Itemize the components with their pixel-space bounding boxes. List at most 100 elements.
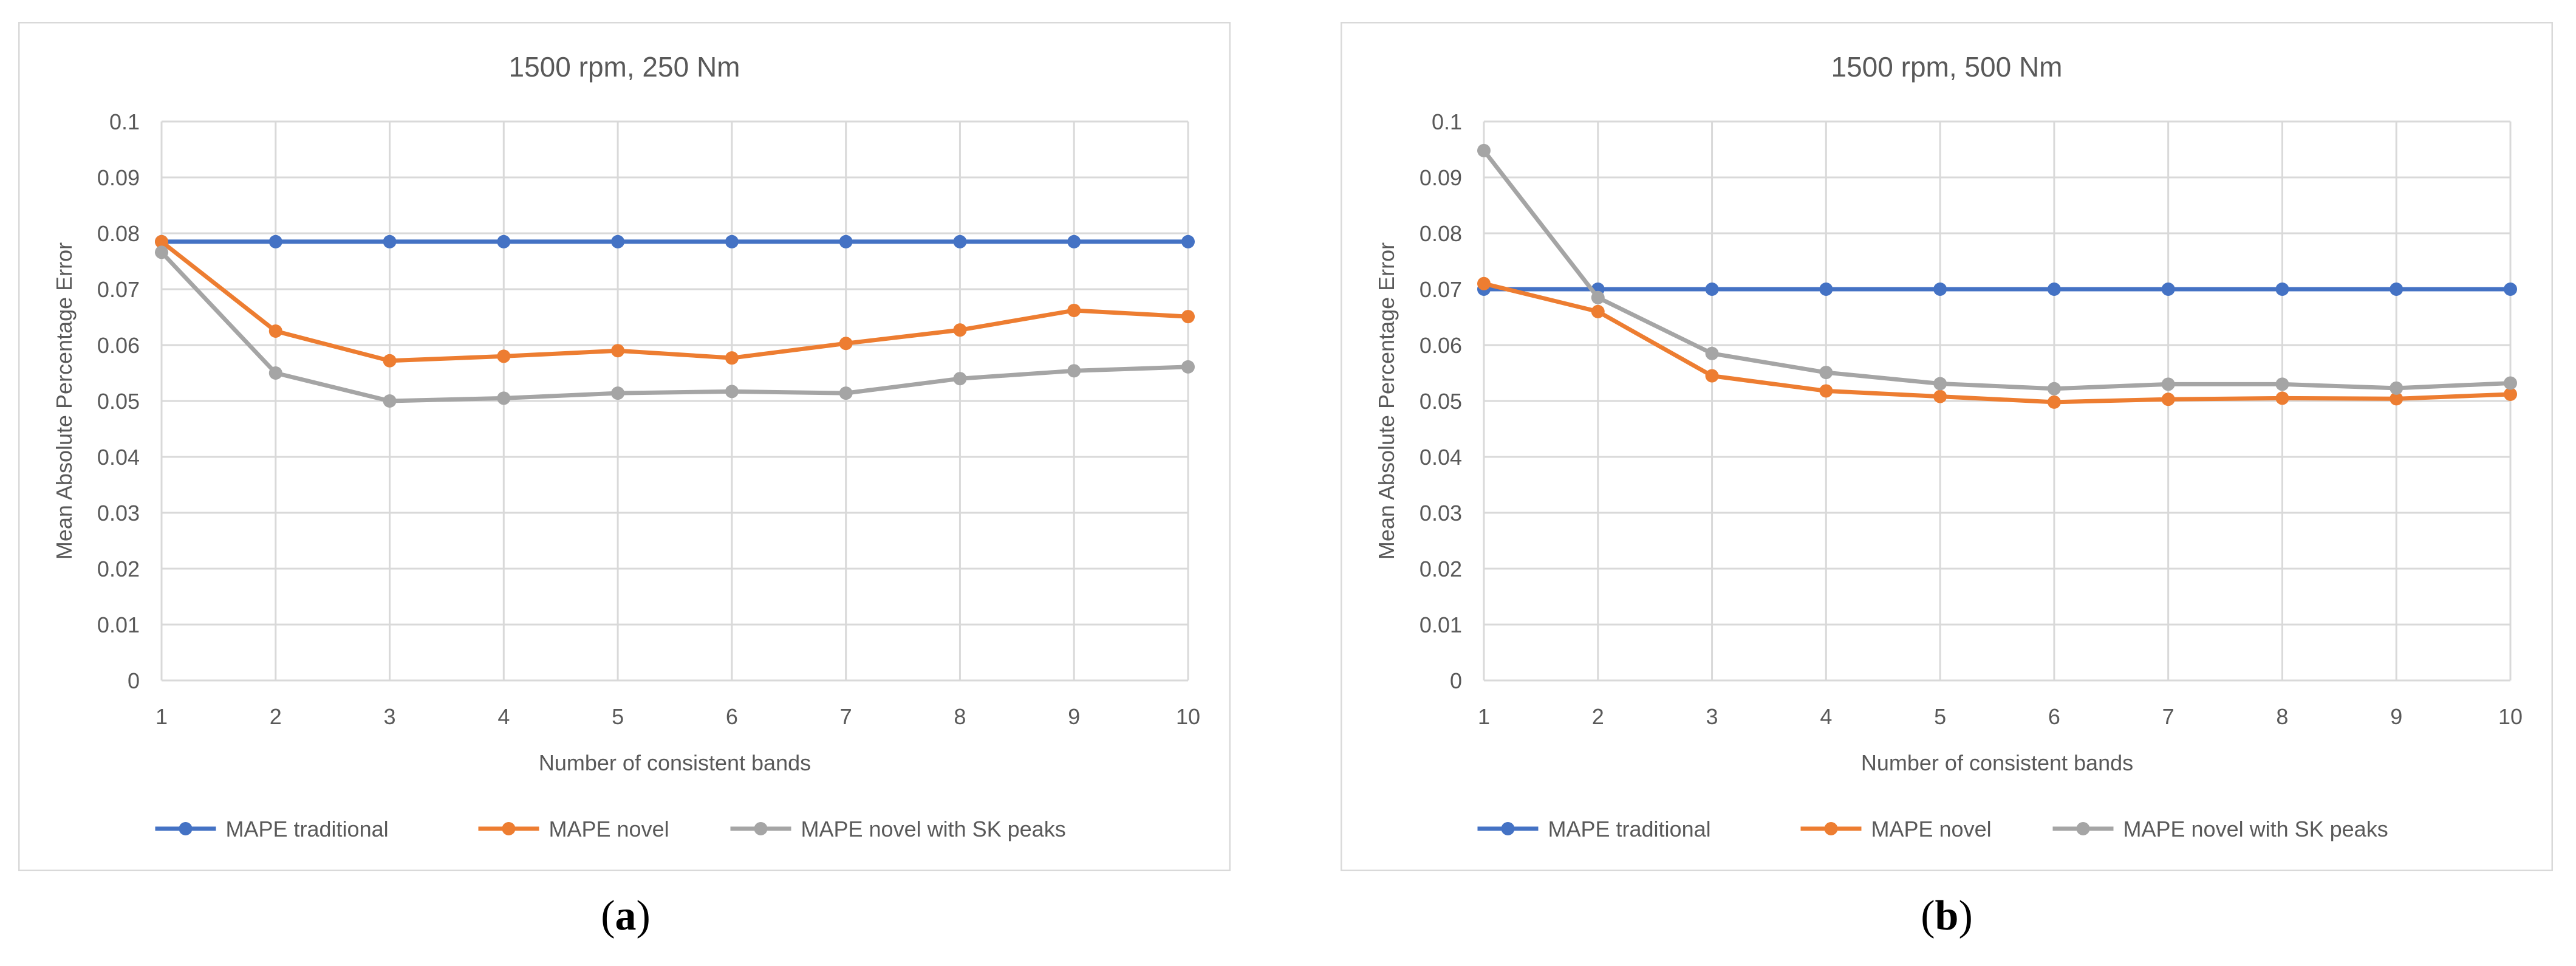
series-mape-novel bbox=[1477, 276, 2517, 409]
series-mape-novel-with-sk-peaks bbox=[1477, 143, 2517, 396]
y-tick-label: 0 bbox=[1450, 668, 1462, 693]
x-tick-label: 3 bbox=[384, 704, 396, 729]
series-mape-novel bbox=[155, 235, 1195, 368]
x-tick-label: 4 bbox=[497, 704, 510, 729]
legend-marker bbox=[179, 822, 193, 835]
x-tick-label: 7 bbox=[840, 704, 852, 729]
y-tick-label: 0.04 bbox=[97, 445, 140, 470]
data-point bbox=[1181, 310, 1195, 324]
y-tick-label: 0.05 bbox=[97, 389, 140, 414]
legend-marker bbox=[1501, 822, 1515, 835]
y-tick-label: 0.01 bbox=[1420, 612, 1462, 637]
chart-frame bbox=[18, 21, 1231, 872]
x-tick-label: 10 bbox=[2498, 704, 2523, 729]
legend-item: MAPE novel bbox=[1800, 817, 1992, 841]
chart-title: 1500 rpm, 250 Nm bbox=[509, 51, 740, 83]
chart-title: 1500 rpm, 500 Nm bbox=[1831, 51, 2063, 83]
data-point bbox=[1819, 366, 1833, 380]
series-mape-novel-with-sk-peaks bbox=[155, 245, 1195, 408]
y-tick-label: 0.03 bbox=[1420, 501, 1462, 526]
x-tick-label: 4 bbox=[1820, 704, 1832, 729]
legend: MAPE traditional MAPE novel MAPE novel wit… bbox=[155, 817, 1066, 841]
data-point bbox=[1181, 360, 1195, 374]
y-tick-label: 0.06 bbox=[97, 333, 140, 358]
series-line bbox=[1482, 149, 2511, 391]
y-axis-label: Mean Absolute Percentage Error bbox=[52, 242, 77, 560]
data-point bbox=[2161, 377, 2175, 391]
data-point bbox=[611, 235, 625, 248]
data-point bbox=[383, 394, 397, 408]
data-point bbox=[155, 245, 168, 259]
legend-item: MAPE traditional bbox=[155, 817, 389, 841]
y-tick-label: 0.06 bbox=[1420, 333, 1462, 358]
x-tick-label: 2 bbox=[270, 704, 282, 729]
data-point bbox=[839, 235, 853, 248]
series-line bbox=[160, 240, 1189, 363]
x-tick-label: 3 bbox=[1706, 704, 1718, 729]
y-tick-label: 0 bbox=[128, 668, 140, 693]
data-point bbox=[268, 324, 282, 338]
data-point bbox=[1477, 143, 1491, 157]
data-point bbox=[2504, 387, 2517, 401]
data-point bbox=[1067, 303, 1081, 317]
data-point bbox=[2504, 376, 2517, 390]
x-tick-label: 6 bbox=[726, 704, 738, 729]
data-point bbox=[953, 323, 967, 337]
data-point bbox=[2390, 283, 2403, 296]
legend-item: MAPE novel bbox=[478, 817, 669, 841]
data-point bbox=[383, 235, 397, 248]
legend-label: MAPE novel with SK peaks bbox=[2123, 817, 2388, 841]
caption-a: (a) bbox=[601, 892, 651, 939]
data-point bbox=[1933, 377, 1947, 391]
x-tick-label: 9 bbox=[2390, 704, 2402, 729]
data-point bbox=[839, 386, 853, 400]
legend-label: MAPE traditional bbox=[226, 817, 389, 841]
caption-b-letter: b bbox=[1935, 892, 1959, 939]
legend-item: MAPE novel with SK peaks bbox=[730, 817, 1066, 841]
chart-panel-b: 1500 rpm, 500 Nm 0 0.01 0.02 0.03 0.04 0.05 0.0… bbox=[1340, 21, 2554, 874]
data-point bbox=[953, 235, 967, 248]
legend-label: MAPE traditional bbox=[1548, 817, 1711, 841]
y-tick-label: 0.07 bbox=[1420, 277, 1462, 302]
data-point bbox=[1819, 384, 1833, 398]
x-tick-label: 5 bbox=[612, 704, 624, 729]
data-point bbox=[1591, 304, 1605, 318]
data-point bbox=[1067, 235, 1081, 248]
chart-b: 1500 rpm, 500 Nm 0 0.01 0.02 0.03 0.04 0.05 0.0… bbox=[1340, 21, 2554, 872]
data-point bbox=[497, 391, 511, 405]
data-point bbox=[2390, 381, 2403, 395]
legend-label: MAPE novel with SK peaks bbox=[801, 817, 1066, 841]
data-point bbox=[2275, 377, 2289, 391]
data-point bbox=[2275, 391, 2289, 405]
y-tick-label: 0.01 bbox=[97, 612, 140, 637]
data-point bbox=[1067, 364, 1081, 378]
x-axis-label: Number of consistent bands bbox=[539, 750, 811, 775]
y-tick-label: 0.04 bbox=[1420, 445, 1462, 470]
x-tick-label: 1 bbox=[155, 704, 168, 729]
data-point bbox=[725, 235, 739, 248]
data-point bbox=[2047, 395, 2061, 409]
data-point bbox=[497, 349, 511, 363]
y-tick-label: 0.1 bbox=[1432, 109, 1462, 134]
y-tick-label: 0.02 bbox=[97, 557, 140, 581]
x-tick-label: 8 bbox=[2276, 704, 2288, 729]
data-point bbox=[2390, 392, 2403, 406]
legend-marker bbox=[2076, 822, 2090, 835]
data-point bbox=[1705, 369, 1719, 383]
data-point bbox=[1591, 290, 1605, 304]
x-axis-label: Number of consistent bands bbox=[1861, 750, 2133, 775]
data-point bbox=[1705, 283, 1719, 296]
x-tick-label: 5 bbox=[1934, 704, 1946, 729]
data-point bbox=[2047, 382, 2061, 396]
y-tick-label: 0.1 bbox=[109, 109, 140, 134]
y-tick-label: 0.03 bbox=[97, 501, 140, 526]
series-line bbox=[1483, 281, 2511, 405]
data-point bbox=[1181, 235, 1195, 248]
legend: MAPE traditional MAPE novel MAPE novel wit… bbox=[1477, 817, 2388, 841]
data-point bbox=[383, 354, 397, 368]
x-tick-label: 6 bbox=[2048, 704, 2060, 729]
legend-item: MAPE novel with SK peaks bbox=[2052, 817, 2388, 841]
x-tick-label: 9 bbox=[1068, 704, 1080, 729]
data-point bbox=[611, 344, 625, 358]
data-point bbox=[2047, 283, 2061, 296]
